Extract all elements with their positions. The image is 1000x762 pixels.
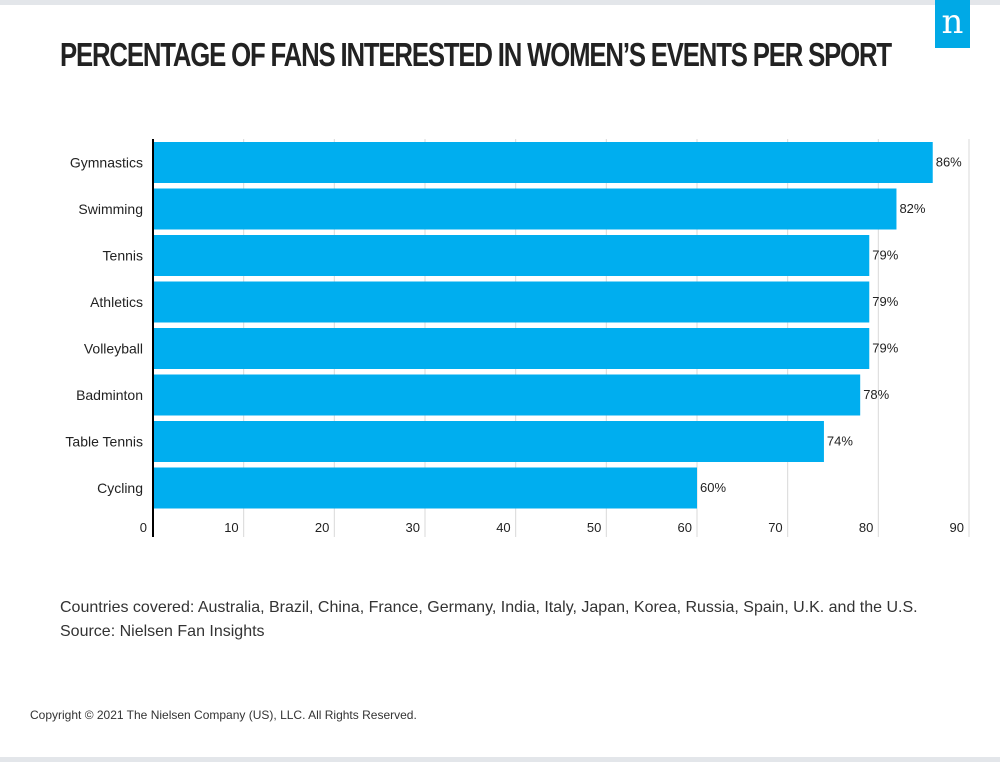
- category-label: Gymnastics: [70, 155, 143, 171]
- chart-title: PERCENTAGE OF FANS INTERESTED IN WOMEN’S…: [60, 36, 892, 73]
- bar: [153, 142, 933, 183]
- x-tick-label: 80: [859, 520, 873, 535]
- nielsen-logo: n: [935, 0, 970, 48]
- x-tick-label: 60: [678, 520, 692, 535]
- x-tick-label: 70: [768, 520, 782, 535]
- data-label: 78%: [863, 387, 889, 402]
- x-tick-label: 10: [224, 520, 238, 535]
- x-tick-label: 20: [315, 520, 329, 535]
- x-tick-label: 50: [587, 520, 601, 535]
- category-label: Tennis: [103, 248, 143, 264]
- source-note: Source: Nielsen Fan Insights: [60, 623, 265, 640]
- bar: [153, 328, 870, 369]
- data-label: 79%: [872, 294, 898, 309]
- bottom-border: [0, 757, 1000, 762]
- x-tick-label: 0: [140, 520, 147, 535]
- bar: [153, 281, 870, 323]
- bar: [153, 188, 897, 230]
- x-tick-label: 30: [406, 520, 420, 535]
- copyright: Copyright © 2021 The Nielsen Company (US…: [30, 708, 417, 722]
- data-label: 79%: [872, 341, 898, 356]
- x-tick-label: 40: [496, 520, 510, 535]
- category-label: Volleyball: [84, 341, 143, 357]
- countries-note: Countries covered: Australia, Brazil, Ch…: [60, 599, 918, 616]
- data-label: 82%: [899, 201, 925, 216]
- data-label: 60%: [700, 480, 726, 495]
- bar: [153, 374, 861, 416]
- category-label: Table Tennis: [65, 434, 143, 450]
- data-label: 74%: [827, 434, 853, 449]
- category-label: Swimming: [78, 201, 143, 217]
- category-label: Cycling: [97, 480, 143, 496]
- data-label: 86%: [936, 155, 962, 170]
- x-tick-label: 90: [950, 520, 964, 535]
- category-label: Athletics: [90, 294, 143, 310]
- bar: [153, 467, 697, 509]
- bar: [153, 235, 870, 276]
- category-label: Badminton: [76, 387, 143, 403]
- top-border: [0, 0, 1000, 5]
- bar: [153, 421, 824, 462]
- data-label: 79%: [872, 248, 898, 263]
